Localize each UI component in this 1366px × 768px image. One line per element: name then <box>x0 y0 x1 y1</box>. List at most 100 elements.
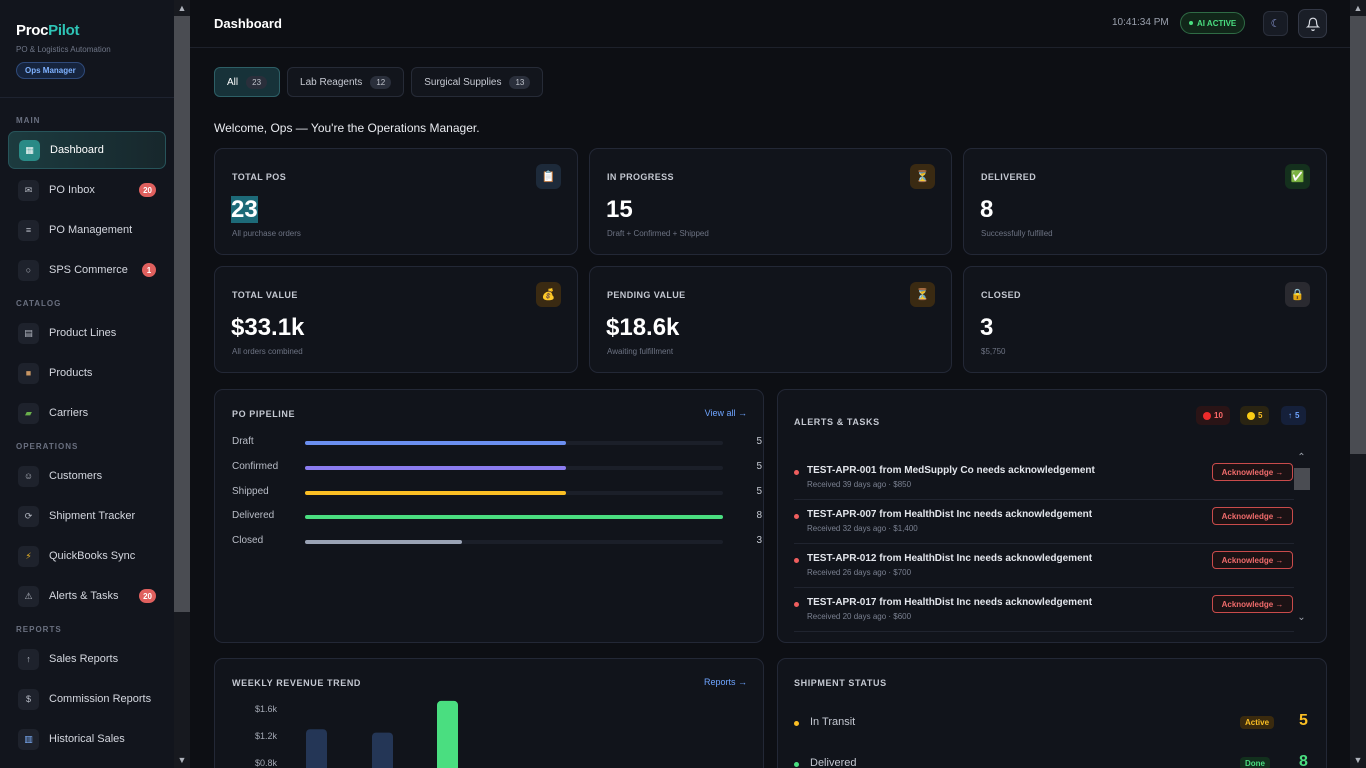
pipeline-track <box>305 441 723 445</box>
scroll-down-icon[interactable]: ▼ <box>1353 755 1363 765</box>
revenue-bar[interactable] <box>437 700 458 768</box>
alert-item[interactable]: TEST-APR-017 from HealthDist Inc needs a… <box>794 588 1294 632</box>
alert-item[interactable]: TEST-APR-007 from HealthDist Inc needs a… <box>794 500 1294 544</box>
sidebar: ProcPilot PO & Logistics Automation Ops … <box>0 0 174 768</box>
red-dot-icon <box>794 514 799 519</box>
alerts-scrollbar[interactable]: ⌃ ⌄ <box>1293 452 1310 628</box>
shipment-status-panel: SHIPMENT STATUS In Transit Active 5 Deli… <box>777 658 1327 768</box>
panel-title: PO PIPELINE <box>232 409 296 419</box>
arrow-up-icon: ↑ <box>18 648 39 670</box>
sidebar-item-sales-reports[interactable]: ↑ Sales Reports <box>8 640 166 678</box>
sidebar-item-quickbooks-sync[interactable]: ⚡ QuickBooks Sync <box>8 537 166 575</box>
stat-value: 15 <box>606 196 633 223</box>
pipeline-track <box>305 490 723 495</box>
stat-card-in-progress[interactable]: IN PROGRESS ⏳ 15 Draft + Confirmed + Shi… <box>589 148 952 255</box>
alert-item[interactable]: TEST-APR-001 from MedSupply Co needs ack… <box>794 456 1294 500</box>
main-scrollbar[interactable]: ▲ ▼ <box>1350 0 1366 768</box>
sidebar-item-sps-commerce[interactable]: ○ SPS Commerce 1 <box>8 251 166 289</box>
nav-section-reports: REPORTS <box>16 625 62 634</box>
theme-toggle-button[interactable]: ☾ <box>1263 11 1288 36</box>
view-all-link[interactable]: View all → <box>704 408 747 418</box>
nav-section-catalog: CATALOG <box>16 299 62 308</box>
pipeline-row[interactable]: Confirmed 5 <box>232 461 762 477</box>
filter-lab-reagents[interactable]: Lab Reagents 12 <box>287 67 405 97</box>
y-tick-label: $1.6k <box>255 704 278 714</box>
sidebar-item-alerts-tasks[interactable]: ⚠ Alerts & Tasks 20 <box>8 577 166 615</box>
pipeline-count: 5 <box>756 436 762 447</box>
pipeline-bar <box>305 490 567 495</box>
alert-count-blue[interactable]: ↑ 5 <box>1281 406 1307 425</box>
brand-logo[interactable]: ProcPilot <box>16 22 80 39</box>
moon-icon: ☾ <box>1270 18 1281 30</box>
scroll-down-icon[interactable]: ▼ <box>177 755 187 765</box>
filter-all[interactable]: All 23 <box>214 67 281 97</box>
scroll-up-icon[interactable]: ▲ <box>1353 3 1363 13</box>
shipment-count: 5 <box>1299 712 1308 729</box>
pipeline-row[interactable]: Delivered 8 <box>232 510 762 526</box>
page-title: Dashboard <box>214 16 282 31</box>
acknowledge-button[interactable]: Acknowledge → <box>1212 551 1293 569</box>
role-badge: Ops Manager <box>16 62 85 79</box>
notifications-button[interactable] <box>1298 9 1327 38</box>
revenue-bar[interactable] <box>372 732 393 768</box>
sidebar-item-dashboard[interactable]: ▦ Dashboard <box>8 131 166 169</box>
stat-value: 8 <box>980 196 994 223</box>
acknowledge-button[interactable]: Acknowledge → <box>1212 463 1293 481</box>
yellow-dot-icon <box>1247 411 1255 420</box>
stat-card-total-value[interactable]: TOTAL VALUE 💰 $33.1k All orders combined <box>214 266 578 373</box>
stat-card-delivered[interactable]: DELIVERED ✅ 8 Successfully fulfilled <box>963 148 1327 255</box>
chevron-up-icon[interactable]: ⌃ <box>1297 452 1306 463</box>
stat-card-total-pos[interactable]: TOTAL POS 📋 23 All purchase orders <box>214 148 578 255</box>
category-filters: All 23 Lab Reagents 12 Surgical Supplies 13 <box>214 67 544 97</box>
sidebar-item-po-inbox[interactable]: ✉ PO Inbox 20 <box>8 171 166 209</box>
panel-title: ALERTS & TASKS <box>794 417 880 427</box>
hourglass-icon: ⏳ <box>910 282 935 307</box>
sidebar-item-product-lines[interactable]: ▤ Product Lines <box>8 314 166 352</box>
shipment-row-in-transit[interactable]: In Transit Active 5 <box>794 712 1310 735</box>
stat-card-closed[interactable]: CLOSED 🔒 3 $5,750 <box>963 266 1327 373</box>
alert-count-yellow[interactable]: 5 <box>1240 406 1270 425</box>
sidebar-item-customers[interactable]: ☺ Customers <box>8 457 166 495</box>
red-dot-icon <box>794 470 799 475</box>
info-icon: ↑ <box>1288 411 1292 420</box>
alerts-scroll-thumb[interactable] <box>1294 468 1310 490</box>
sidebar-item-shipment-tracker[interactable]: ⟳ Shipment Tracker <box>8 497 166 535</box>
sidebar-item-carriers[interactable]: ▰ Carriers <box>8 394 166 432</box>
revenue-bar[interactable] <box>306 729 327 768</box>
pipeline-count: 8 <box>756 510 762 522</box>
acknowledge-button[interactable]: Acknowledge → <box>1212 507 1293 525</box>
count-badge: 20 <box>139 589 156 603</box>
sidebar-scrollbar[interactable]: ▲ ▼ <box>174 0 190 768</box>
sidebar-item-commission-reports[interactable]: $ Commission Reports <box>8 680 166 718</box>
weekly-revenue-panel: WEEKLY REVENUE TREND Reports → $1.6k $1.2… <box>214 658 764 768</box>
reports-link[interactable]: Reports → <box>703 677 747 687</box>
hourglass-icon: ⏳ <box>910 164 935 189</box>
stat-card-pending-value[interactable]: PENDING VALUE ⏳ $18.6k Awaiting fulfillm… <box>589 266 952 373</box>
scroll-up-icon[interactable]: ▲ <box>177 3 187 13</box>
stat-value: 3 <box>980 314 994 341</box>
sidebar-item-po-management[interactable]: ≡ PO Management <box>8 211 166 249</box>
red-dot-icon <box>1203 411 1211 420</box>
sidebar-item-historical-sales[interactable]: ▥ Historical Sales <box>8 720 166 758</box>
green-dot-icon <box>794 762 799 767</box>
pipeline-bar <box>305 540 462 545</box>
pipeline-row[interactable]: Closed 3 <box>232 535 762 551</box>
box-icon: ■ <box>18 362 39 384</box>
alert-count-red[interactable]: 10 <box>1196 406 1230 425</box>
sidebar-scroll-thumb[interactable] <box>174 16 190 612</box>
shipment-row-delivered[interactable]: Delivered Done 8 <box>794 753 1310 768</box>
po-pipeline-panel: PO PIPELINE View all → Draft 5 Confirmed 5 S… <box>214 389 764 643</box>
money-bag-icon: 💰 <box>536 282 561 307</box>
pipeline-track <box>305 515 723 520</box>
sidebar-item-products[interactable]: ■ Products <box>8 354 166 392</box>
check-icon: ✅ <box>1285 164 1310 189</box>
acknowledge-button[interactable]: Acknowledge → <box>1212 595 1293 613</box>
pipeline-row[interactable]: Draft 5 <box>232 436 762 452</box>
pipeline-bar <box>305 515 723 520</box>
alert-item[interactable]: TEST-APR-012 from HealthDist Inc needs a… <box>794 544 1294 588</box>
chevron-down-icon[interactable]: ⌄ <box>1297 612 1306 623</box>
filter-surgical-supplies[interactable]: Surgical Supplies 13 <box>411 67 544 97</box>
people-icon: ☺ <box>18 465 39 487</box>
main-scroll-thumb[interactable] <box>1350 16 1366 454</box>
pipeline-row[interactable]: Shipped 5 <box>232 486 762 502</box>
